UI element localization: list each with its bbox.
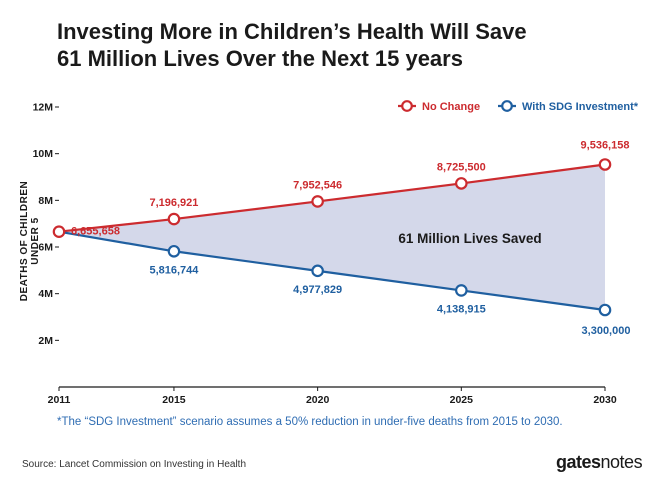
sdg-investment-data-label: 4,138,915 [437, 303, 486, 315]
y-tick-label: 2M [38, 335, 53, 347]
legend-swatch-marker [501, 100, 513, 112]
no-change-data-label: 8,725,500 [437, 161, 486, 173]
sdg-investment-data-label: 3,300,000 [582, 325, 631, 337]
no-change-data-label: 7,196,921 [149, 197, 198, 209]
no-change-point [311, 195, 324, 208]
x-tick-label: 2025 [450, 394, 474, 406]
no-change-point [598, 158, 612, 171]
y-tick-label: 12M [33, 102, 54, 114]
x-tick-label: 2030 [593, 394, 617, 406]
no-change-data-label: 9,536,158 [581, 139, 630, 151]
y-tick-label: 10M [33, 148, 54, 160]
sdg-investment-point [167, 244, 181, 258]
chart-title-line-1: Investing More in Children’s Health Will… [57, 19, 527, 44]
x-tick-label: 2020 [306, 394, 330, 406]
legend-no-change: No Change [422, 101, 480, 113]
sdg-investment-point [598, 303, 612, 317]
x-tick-label: 2015 [162, 394, 186, 406]
lives-saved-annotation: 61 Million Lives Saved [398, 231, 541, 246]
lives-saved-area [59, 164, 605, 310]
no-change-point [167, 212, 181, 226]
y-tick-label: 6M [38, 242, 53, 254]
no-change-point [52, 225, 66, 239]
legend-sdg-investment: With SDG Investment* [522, 101, 639, 113]
sdg-investment-data-label: 5,816,744 [149, 264, 199, 276]
source-note: Source: Lancet Commission on Investing i… [22, 459, 247, 470]
gatesnotes-logo: gatesnotes [556, 452, 643, 472]
y-tick-label: 8M [38, 195, 53, 207]
chart-title-line-2: 61 Million Lives Over the Next 15 years [57, 46, 463, 71]
legend-swatch-marker [401, 100, 413, 112]
no-change-data-label: 6,655,658 [71, 226, 120, 238]
no-change-point [455, 177, 468, 190]
x-tick-label: 2011 [48, 394, 71, 406]
y-tick-label: 4M [38, 288, 53, 300]
footnote: *The “SDG Investment” scenario assumes a… [57, 416, 563, 428]
chart-title: Investing More in Children’s Health Will… [57, 18, 527, 72]
sdg-investment-point [311, 264, 324, 278]
sdg-investment-point [455, 284, 468, 297]
sdg-investment-data-label: 4,977,829 [293, 284, 342, 296]
no-change-data-label: 7,952,546 [293, 179, 342, 191]
